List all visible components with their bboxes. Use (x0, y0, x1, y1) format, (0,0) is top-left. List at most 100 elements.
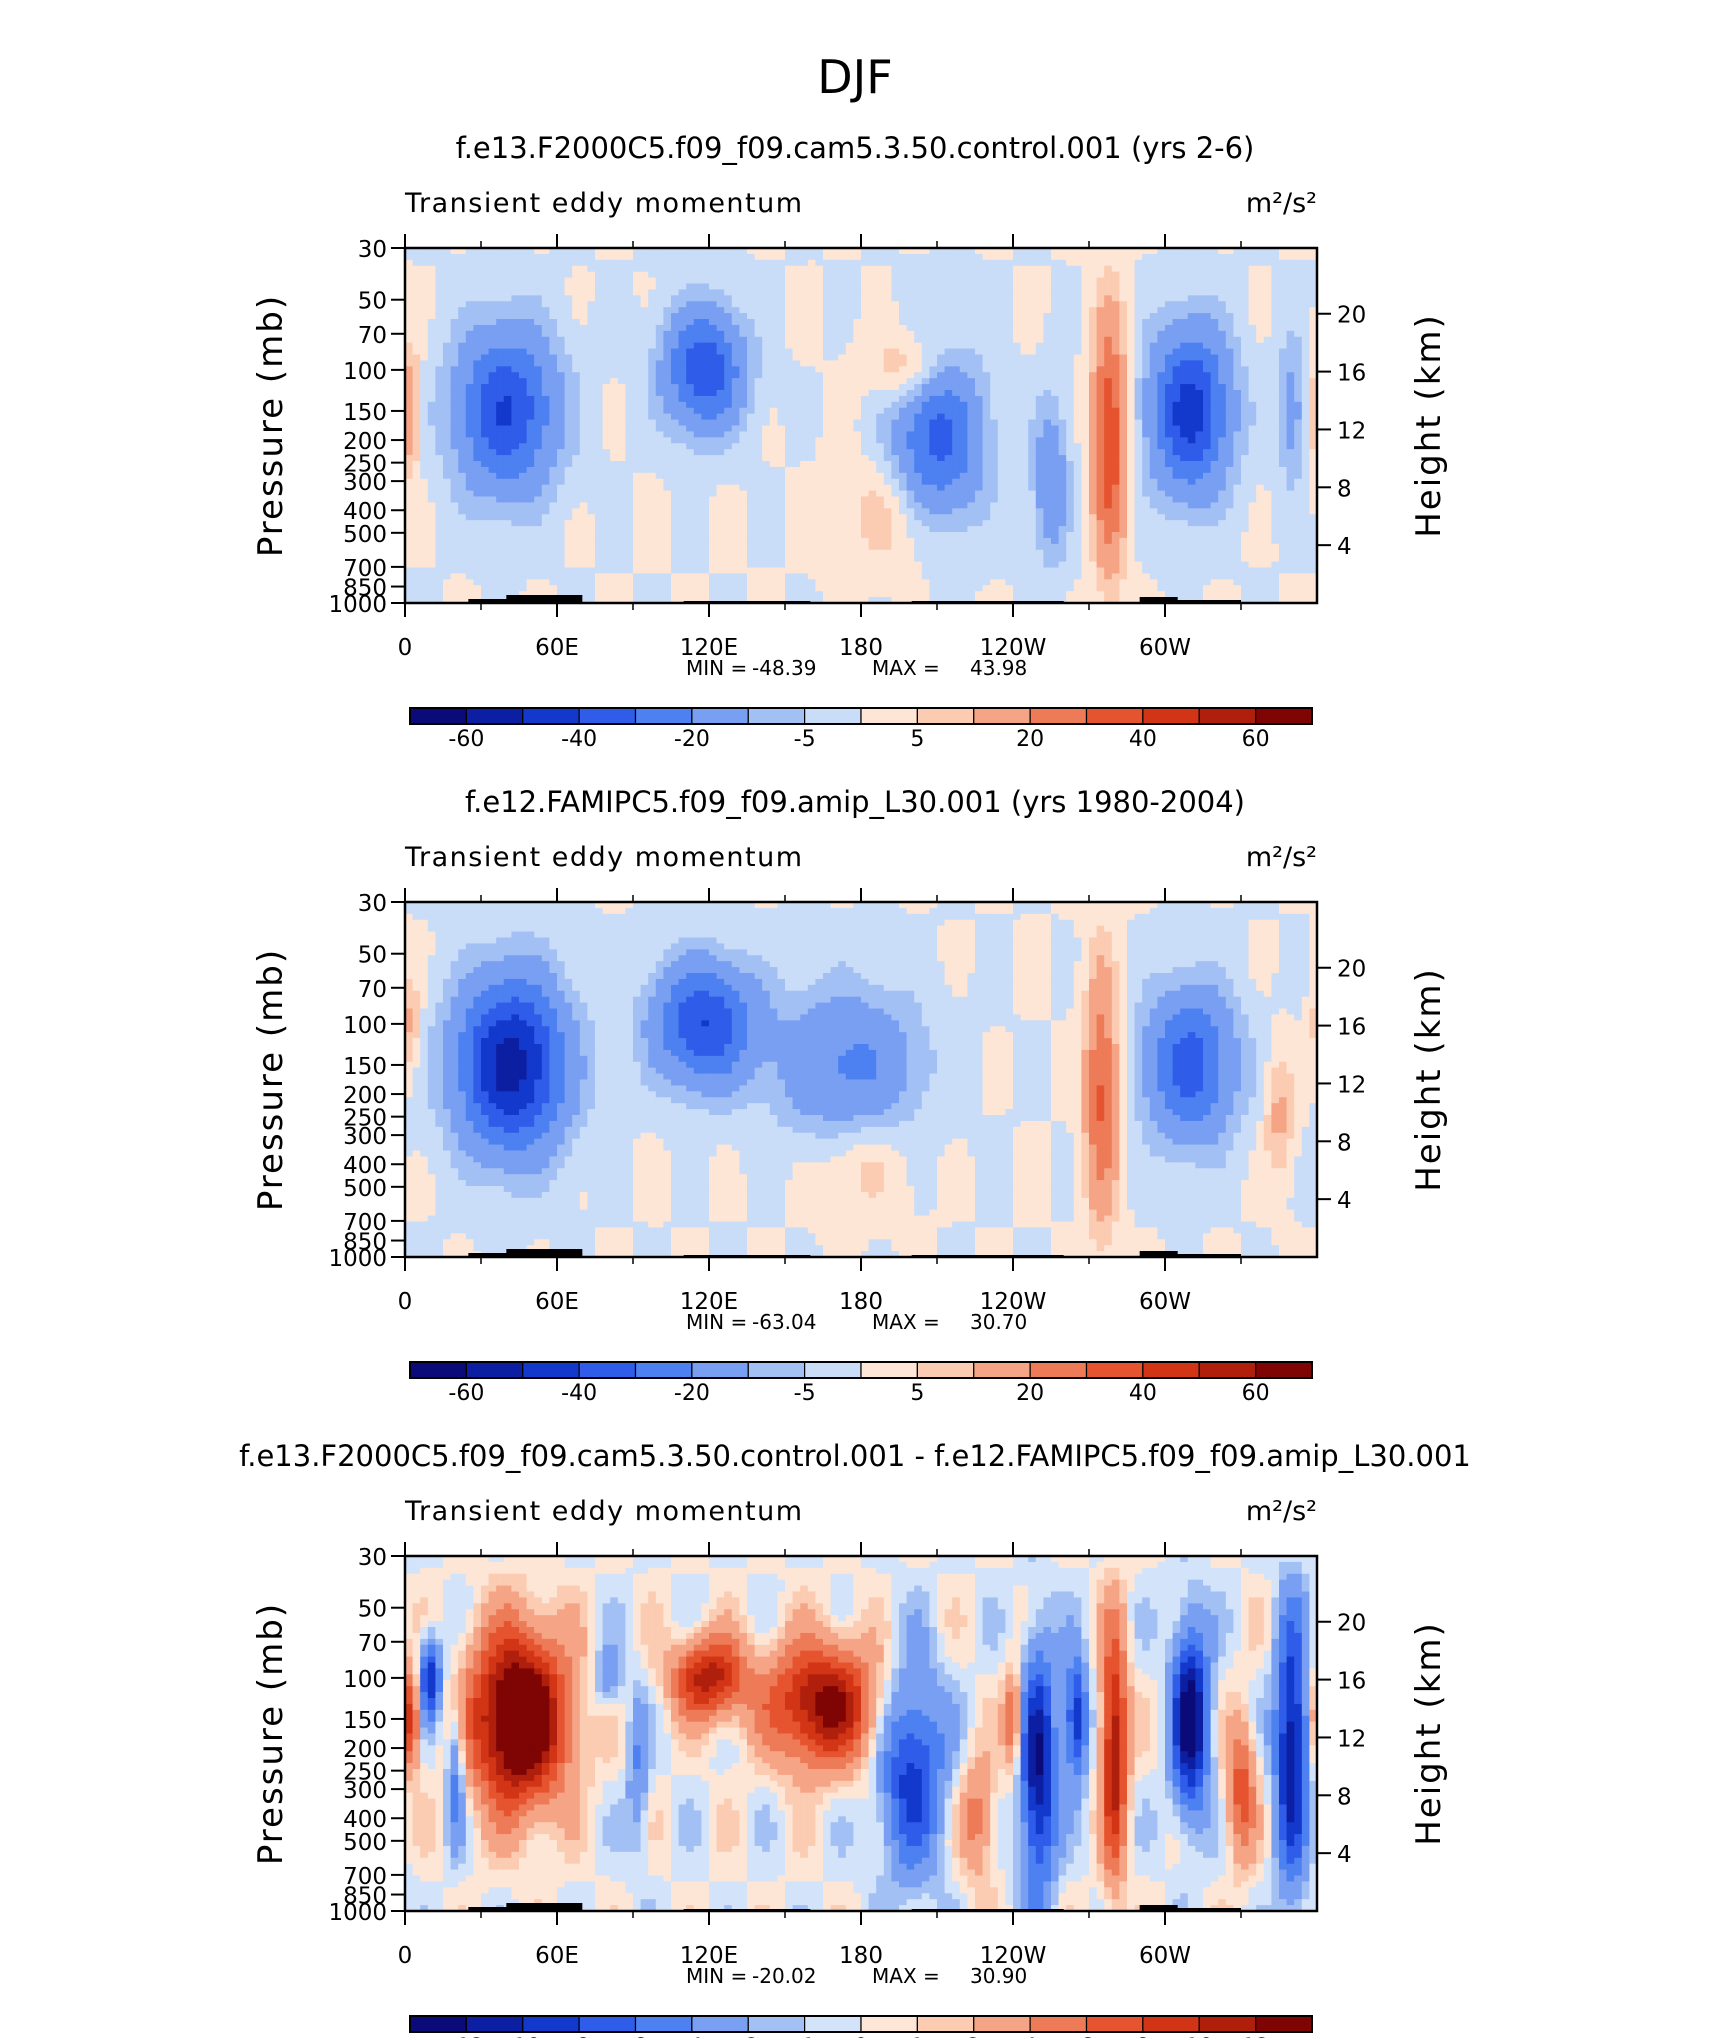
field-cell (830, 431, 839, 438)
field-cell (503, 472, 512, 480)
field-cell (891, 283, 900, 291)
field-cell (838, 413, 847, 421)
field-cell (579, 555, 588, 563)
field-cell (473, 591, 482, 598)
field-cell (473, 319, 482, 326)
field-cell (549, 360, 558, 367)
field-cell (754, 289, 763, 296)
field-cell (1020, 579, 1029, 586)
field-cell (807, 443, 816, 450)
field-cell (655, 484, 664, 492)
field-cell (1013, 384, 1022, 391)
field-cell (906, 354, 915, 362)
field-cell (952, 478, 961, 486)
field-cell (792, 395, 801, 403)
field-cell (458, 313, 467, 320)
field-cell (610, 295, 619, 302)
field-cell (671, 526, 680, 533)
field-cell (982, 271, 991, 279)
field-cell (458, 425, 467, 433)
field-cell (587, 579, 596, 586)
field-cell (906, 384, 915, 391)
field-cell (762, 313, 771, 320)
field-cell (686, 401, 695, 409)
field-cell (1020, 543, 1029, 551)
field-cell (465, 366, 474, 373)
field-cell (724, 390, 733, 397)
field-cell (655, 342, 664, 350)
field-cell (587, 407, 596, 415)
field-cell (655, 532, 664, 539)
field-cell (450, 526, 459, 533)
field-cell (762, 407, 771, 415)
field-cell (997, 354, 1006, 362)
field-cell (450, 455, 459, 462)
field-cell (792, 319, 801, 326)
field-cell (937, 248, 946, 255)
field-cell (488, 490, 497, 498)
field-cell (777, 259, 786, 267)
field-cell (861, 419, 870, 427)
field-cell (602, 313, 611, 320)
field-cell (914, 597, 923, 603)
field-cell (807, 466, 816, 474)
field-cell (534, 330, 543, 338)
field-cell (739, 336, 748, 344)
field-cell (701, 461, 710, 468)
field-cell (724, 354, 733, 362)
field-cell (534, 265, 543, 273)
field-cell (572, 508, 581, 515)
field-cell (595, 591, 604, 598)
field-cell (678, 555, 687, 563)
field-cell (693, 259, 702, 267)
field-cell (838, 342, 847, 350)
field-cell (534, 271, 543, 279)
field-cell (800, 401, 809, 409)
field-cell (762, 307, 771, 314)
field-cell (754, 526, 763, 533)
field-cell (610, 407, 619, 415)
field-cell (564, 490, 573, 498)
field-cell (807, 490, 816, 498)
field-cell (534, 573, 543, 580)
field-cell (975, 573, 984, 580)
field-cell (891, 289, 900, 296)
field-cell (458, 360, 467, 367)
field-cell (427, 336, 436, 344)
field-cell (823, 265, 832, 273)
field-cell (648, 443, 657, 450)
field-cell (435, 520, 444, 527)
field-cell (952, 455, 961, 462)
field-cell (686, 466, 695, 474)
field-cell (541, 313, 550, 320)
field-cell (579, 248, 588, 255)
field-cell (648, 532, 657, 539)
field-cell (830, 567, 839, 575)
field-cell (830, 384, 839, 391)
field-cell (481, 336, 490, 344)
field-cell (503, 461, 512, 468)
field-cell (519, 295, 528, 302)
field-cell (937, 514, 946, 521)
field-cell (830, 395, 839, 403)
field-cell (807, 437, 816, 444)
field-cell (640, 265, 649, 273)
field-cell (830, 573, 839, 580)
field-cell (625, 342, 634, 350)
field-cell (640, 508, 649, 515)
field-cell (891, 532, 900, 539)
field-cell (443, 295, 452, 302)
field-cell (990, 248, 999, 255)
field-cell (959, 555, 968, 563)
field-cell (830, 419, 839, 427)
field-cell (754, 307, 763, 314)
field-cell (511, 561, 520, 569)
field-cell (450, 472, 459, 480)
field-cell (625, 295, 634, 302)
field-cell (617, 330, 626, 338)
field-cell (997, 537, 1006, 545)
field-cell (838, 508, 847, 515)
field-cell (412, 514, 421, 521)
field-cell (625, 419, 634, 427)
field-cell (785, 543, 794, 551)
